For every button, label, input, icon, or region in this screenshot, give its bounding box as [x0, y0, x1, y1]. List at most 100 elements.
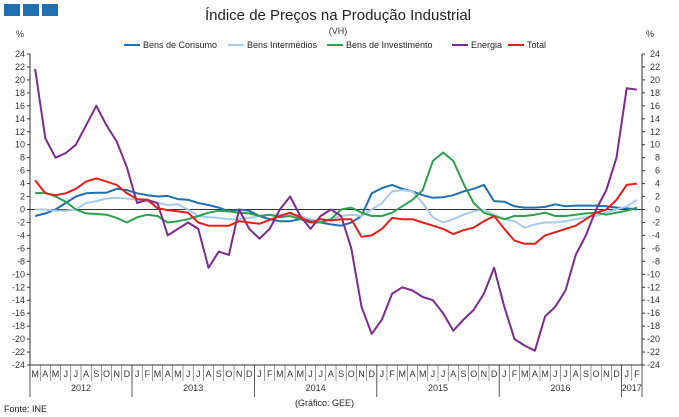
month-label: M: [154, 369, 162, 379]
y-tick-label-left: 14: [15, 114, 25, 124]
y-tick-label-left: -16: [12, 308, 25, 318]
month-label: J: [196, 369, 201, 379]
month-label: J: [257, 369, 262, 379]
y-tick-label-right: 16: [650, 101, 660, 111]
month-label: A: [42, 369, 48, 379]
chart-credit: (Gráfico: GEE): [295, 398, 354, 408]
y-tick-label-left: 8: [20, 153, 25, 163]
y-axis-unit-right: %: [646, 29, 654, 39]
y-tick-label-left: 0: [20, 205, 25, 215]
month-label: F: [634, 369, 640, 379]
legend-label-energia: Energia: [471, 40, 502, 50]
y-tick-label-left: 12: [15, 127, 25, 137]
month-label: J: [563, 369, 568, 379]
logo-square-2: [23, 4, 39, 16]
month-label: J: [135, 369, 140, 379]
month-label: A: [328, 369, 334, 379]
month-label: A: [532, 369, 538, 379]
month-label: D: [246, 369, 253, 379]
y-tick-label-right: 14: [650, 114, 660, 124]
logo-square-1: [4, 4, 20, 16]
y-tick-label-left: 16: [15, 101, 25, 111]
month-label: D: [368, 369, 375, 379]
month-label: S: [460, 369, 466, 379]
y-tick-label-left: -6: [17, 243, 25, 253]
month-label: F: [389, 369, 395, 379]
year-label: 2017: [622, 383, 642, 393]
month-label: O: [103, 369, 110, 379]
month-label: M: [521, 369, 529, 379]
month-label: F: [267, 369, 273, 379]
month-label: M: [419, 369, 427, 379]
y-tick-label-left: -22: [12, 347, 25, 357]
y-tick-label-right: -6: [652, 243, 660, 253]
month-label: O: [348, 369, 355, 379]
y-tick-label-right: 20: [650, 75, 660, 85]
y-tick-label-right: -20: [647, 334, 660, 344]
year-label: 2013: [183, 383, 203, 393]
y-tick-label-left: -2: [17, 217, 25, 227]
legend-label-bens-consumo: Bens de Consumo: [143, 40, 217, 50]
y-tick-label-left: -8: [17, 256, 25, 266]
month-label: S: [93, 369, 99, 379]
y-tick-label-left: -14: [12, 295, 25, 305]
month-label: F: [145, 369, 151, 379]
month-label: O: [593, 369, 600, 379]
month-label: D: [613, 369, 620, 379]
month-label: J: [318, 369, 323, 379]
year-label: 2015: [428, 383, 448, 393]
y-tick-label-right: 18: [650, 88, 660, 98]
y-tick-label-right: -22: [647, 347, 660, 357]
y-tick-label-right: -10: [647, 269, 660, 279]
y-tick-label-right: 8: [655, 153, 660, 163]
month-label: D: [491, 369, 498, 379]
y-tick-label-right: 4: [655, 179, 660, 189]
source-note: Fonte: INE: [4, 404, 47, 414]
legend-label-total: Total: [527, 40, 546, 50]
month-label: N: [113, 369, 120, 379]
month-label: M: [276, 369, 284, 379]
month-label: S: [216, 369, 222, 379]
month-label: N: [358, 369, 365, 379]
year-label: 2012: [71, 383, 91, 393]
y-axis-unit-left: %: [16, 29, 24, 39]
y-tick-label-left: -24: [12, 360, 25, 370]
month-label: A: [287, 369, 293, 379]
y-tick-label-left: 6: [20, 166, 25, 176]
series-lines: [34, 68, 638, 352]
month-label: D: [124, 369, 131, 379]
month-label: A: [205, 369, 211, 379]
month-label: J: [74, 369, 79, 379]
month-label: M: [399, 369, 407, 379]
y-tick-label-left: -18: [12, 321, 25, 331]
legend: Bens de Consumo Bens Intermédios Bens de I…: [124, 40, 546, 50]
month-label: J: [624, 369, 629, 379]
y-axis-right: -24-22-20-18-16-14-12-10-8-6-4-202468101…: [641, 49, 660, 370]
y-tick-label-left: 10: [15, 140, 25, 150]
logo-square-3: [42, 4, 58, 16]
month-label: J: [431, 369, 436, 379]
month-label: N: [481, 369, 488, 379]
legend-label-bens-investimento: Bens de Investimento: [346, 40, 433, 50]
y-tick-label-right: -2: [652, 217, 660, 227]
y-tick-label-left: 24: [15, 49, 25, 59]
month-label: J: [186, 369, 191, 379]
y-tick-label-right: 0: [655, 205, 660, 215]
month-label: M: [52, 369, 60, 379]
y-tick-label-left: -10: [12, 269, 25, 279]
month-label: N: [236, 369, 243, 379]
month-label: A: [450, 369, 456, 379]
y-tick-label-right: 10: [650, 140, 660, 150]
chart-subtitle: (VH): [329, 26, 348, 36]
y-tick-label-left: 18: [15, 88, 25, 98]
y-tick-label-left: -4: [17, 230, 25, 240]
month-label: J: [380, 369, 385, 379]
y-tick-label-left: 22: [15, 62, 25, 72]
month-label: J: [553, 369, 558, 379]
y-tick-label-left: 2: [20, 192, 25, 202]
month-label: J: [441, 369, 446, 379]
month-label: M: [31, 369, 39, 379]
month-label: S: [583, 369, 589, 379]
